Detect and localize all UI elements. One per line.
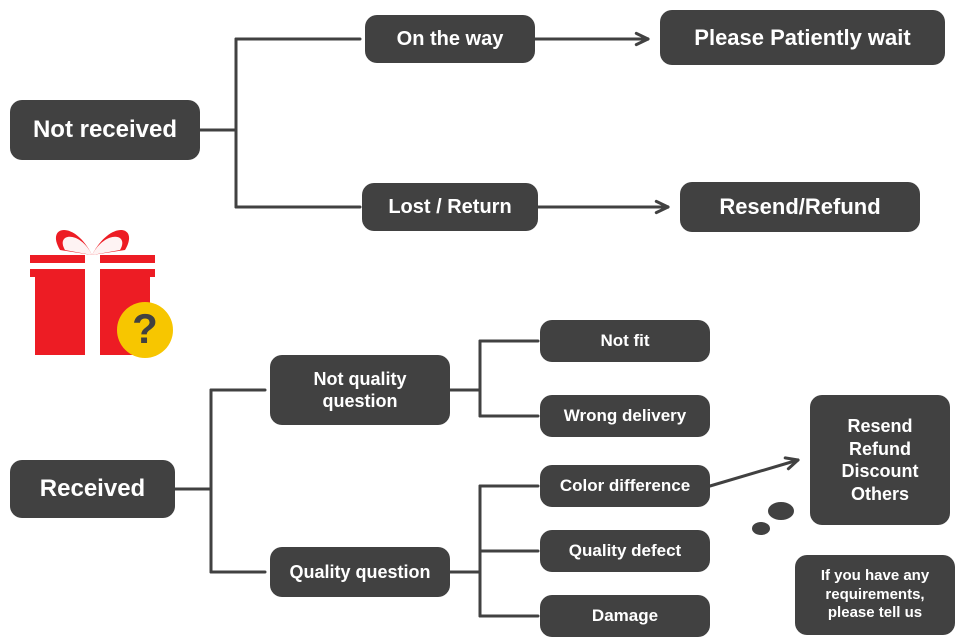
- node-not-fit: Not fit: [540, 320, 710, 362]
- node-lost-return: Lost / Return: [362, 183, 538, 231]
- node-tell-us: If you have any requirements, please tel…: [795, 555, 955, 635]
- node-received: Received: [10, 460, 175, 518]
- node-quality-q: Quality question: [270, 547, 450, 597]
- node-on-the-way: On the way: [365, 15, 535, 63]
- node-not-received: Not received: [10, 100, 200, 160]
- thought-bubble-dot: [768, 502, 794, 520]
- node-damage: Damage: [540, 595, 710, 637]
- node-resend-refund: Resend/Refund: [680, 182, 920, 232]
- node-please-wait: Please Patiently wait: [660, 10, 945, 65]
- node-not-quality: Not quality question: [270, 355, 450, 425]
- node-quality-def: Quality defect: [540, 530, 710, 572]
- svg-text:?: ?: [132, 305, 158, 352]
- thought-bubble-dot: [752, 522, 770, 535]
- node-outcomes: Resend Refund Discount Others: [810, 395, 950, 525]
- node-color-diff: Color difference: [540, 465, 710, 507]
- node-wrong-deliv: Wrong delivery: [540, 395, 710, 437]
- gift-question-icon: ?: [25, 215, 185, 365]
